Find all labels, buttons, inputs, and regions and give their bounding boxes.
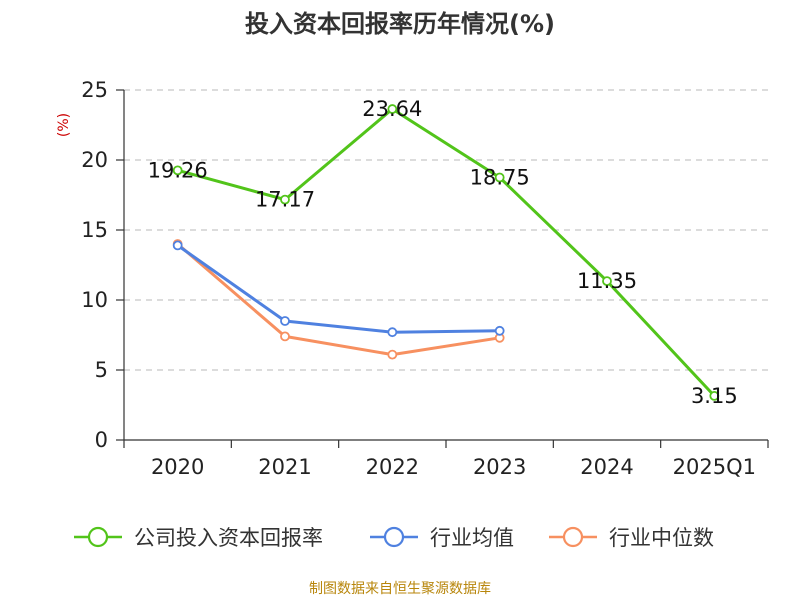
y-tick-label: 25	[81, 78, 108, 102]
legend-label: 行业均值	[430, 526, 514, 550]
legend-label: 公司投入资本回报率	[134, 526, 323, 550]
y-tick-label: 10	[81, 288, 108, 312]
data-point	[387, 327, 398, 338]
x-tick-label: 2022	[366, 455, 419, 479]
legend-marker	[87, 526, 109, 548]
data-point	[172, 165, 183, 176]
chart-title: 投入资本回报率历年情况(%)	[245, 10, 555, 38]
data-point	[494, 172, 505, 183]
series-line	[177, 107, 716, 397]
data-label: 11.35	[577, 269, 637, 293]
y-tick-label: 0	[95, 428, 108, 452]
data-label: 3.15	[691, 384, 738, 408]
series-line	[176, 242, 500, 357]
data-label: 17.17	[255, 188, 315, 212]
x-tick-label: 2025Q1	[673, 455, 756, 479]
legend-item: 行业均值	[370, 526, 514, 550]
y-tick-label: 5	[95, 358, 108, 382]
data-point	[709, 390, 720, 401]
legend-item: 公司投入资本回报率	[74, 526, 323, 550]
y-tick-label: 20	[81, 148, 108, 172]
legend-item: 行业中位数	[549, 526, 714, 550]
legend-label: 行业中位数	[609, 526, 714, 550]
x-tick-label: 2024	[580, 455, 633, 479]
data-point	[602, 276, 612, 287]
data-point	[494, 325, 505, 336]
data-point	[280, 331, 290, 342]
x-tick-label: 2021	[258, 455, 311, 479]
data-point	[387, 349, 398, 360]
data-point	[280, 316, 290, 326]
data-point	[280, 194, 290, 205]
series-line	[176, 244, 500, 334]
data-point	[387, 104, 398, 114]
x-tick-label: 2023	[473, 455, 526, 479]
legend-marker	[562, 526, 584, 548]
data-label: 18.75	[470, 166, 530, 190]
y-axis-label: (%)	[56, 113, 72, 137]
legend-marker	[383, 526, 405, 548]
y-tick-label: 15	[81, 218, 108, 242]
x-tick-label: 2020	[151, 455, 204, 479]
data-label: 23.64	[362, 97, 422, 121]
source-note: 制图数据来自恒生聚源数据库	[309, 581, 491, 597]
data-point	[172, 240, 183, 251]
data-label: 19.26	[148, 158, 208, 182]
